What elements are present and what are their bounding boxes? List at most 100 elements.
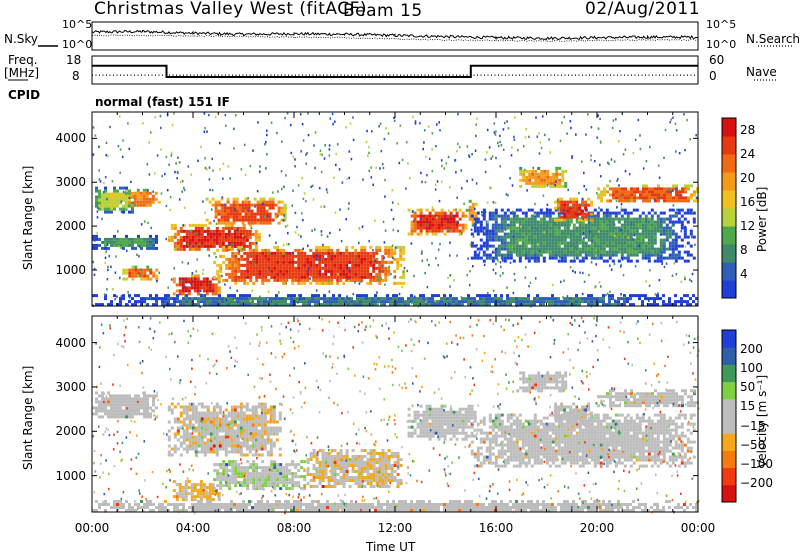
heat-cell xyxy=(176,238,180,242)
heat-cell xyxy=(617,303,620,307)
heat-cell xyxy=(176,402,180,406)
heat-speckle xyxy=(352,292,355,296)
heat-speckle xyxy=(637,237,640,241)
heat-cell xyxy=(125,240,128,244)
heat-speckle xyxy=(388,265,390,268)
heat-cell xyxy=(482,253,486,257)
heat-cell xyxy=(215,453,219,457)
heat-cell xyxy=(692,217,696,221)
heat-cell xyxy=(539,247,543,251)
heat-cell xyxy=(684,196,687,200)
heat-cell xyxy=(554,247,558,251)
heat-cell xyxy=(261,257,265,261)
heat-cell xyxy=(611,211,615,215)
heat-cell xyxy=(143,240,146,244)
heat-cell xyxy=(95,412,98,416)
heat-cell xyxy=(446,220,450,224)
heat-cell xyxy=(305,303,308,307)
heat-cell xyxy=(181,492,185,496)
heat-cell xyxy=(440,223,444,227)
heat-speckle xyxy=(411,301,413,305)
heat-cell xyxy=(101,204,104,208)
heat-cell xyxy=(212,426,216,430)
heat-speckle xyxy=(149,297,152,301)
heat-cell xyxy=(239,417,243,421)
heat-cell xyxy=(600,199,603,203)
heat-speckle xyxy=(346,177,349,181)
heat-cell xyxy=(587,250,591,254)
heat-cell xyxy=(107,207,110,211)
heat-speckle xyxy=(675,213,677,216)
heat-cell xyxy=(389,297,392,301)
heat-speckle xyxy=(117,145,120,148)
heat-cell xyxy=(575,203,579,207)
heat-speckle xyxy=(593,160,596,163)
heat-cell xyxy=(330,263,334,267)
heat-cell xyxy=(641,235,645,239)
heat-cell xyxy=(221,435,225,439)
heat-cell xyxy=(268,200,272,204)
heat-cell xyxy=(503,238,507,242)
heat-cell xyxy=(191,232,195,236)
heat-speckle xyxy=(610,268,613,271)
heat-cell xyxy=(127,194,131,198)
heat-cell xyxy=(692,211,696,215)
heat-cell xyxy=(669,187,672,191)
heat-cell xyxy=(191,417,195,421)
heat-cell xyxy=(231,260,235,264)
heat-cell xyxy=(233,408,237,412)
heat-cell xyxy=(620,238,624,242)
heat-cell xyxy=(190,283,194,287)
heat-cell xyxy=(269,300,272,304)
heat-cell xyxy=(285,254,289,258)
heat-cell xyxy=(267,257,271,261)
heat-cell xyxy=(197,229,201,233)
heat-cell xyxy=(193,286,197,290)
heat-cell xyxy=(143,412,146,416)
heat-cell xyxy=(351,251,355,255)
heat-speckle xyxy=(93,267,96,271)
heat-cell xyxy=(518,253,522,257)
heat-cell xyxy=(239,238,243,242)
heat-cell xyxy=(437,211,441,215)
heat-cell xyxy=(137,268,141,272)
heat-cell xyxy=(131,271,135,275)
heat-cell xyxy=(245,408,249,412)
heat-cell xyxy=(659,241,663,245)
heat-cell xyxy=(200,294,203,298)
heat-cell xyxy=(434,226,438,230)
heat-speckle xyxy=(509,177,511,180)
heat-cell xyxy=(443,297,446,301)
heat-cell xyxy=(342,254,346,258)
heat-speckle xyxy=(684,245,687,248)
heat-cell xyxy=(131,201,134,205)
heat-cell xyxy=(211,286,215,290)
heat-cell xyxy=(527,220,531,224)
heat-cell xyxy=(294,254,298,258)
heat-cell xyxy=(197,438,201,442)
heat-cell xyxy=(384,251,388,255)
heat-cell xyxy=(214,212,218,216)
heat-cell xyxy=(164,294,167,298)
heat-cell xyxy=(575,294,578,298)
heat-speckle xyxy=(136,253,138,256)
heat-cell xyxy=(233,414,237,418)
heat-cell xyxy=(434,214,438,218)
heat-cell xyxy=(671,214,675,218)
heat-speckle xyxy=(192,245,195,248)
heat-speckle xyxy=(673,262,675,265)
heat-cell xyxy=(402,245,406,249)
heat-cell xyxy=(521,297,524,301)
heat-cell xyxy=(101,201,104,205)
heat-speckle xyxy=(676,208,678,211)
heat-cell xyxy=(218,235,222,239)
heat-cell xyxy=(476,303,479,307)
heat-cell xyxy=(626,250,630,254)
heat-speckle xyxy=(156,154,159,157)
heat-speckle xyxy=(573,256,576,260)
heat-cell xyxy=(236,300,239,304)
heat-cell xyxy=(110,243,113,247)
heat-cell xyxy=(172,480,176,484)
heat-cell xyxy=(191,414,195,418)
heat-cell xyxy=(321,254,325,258)
